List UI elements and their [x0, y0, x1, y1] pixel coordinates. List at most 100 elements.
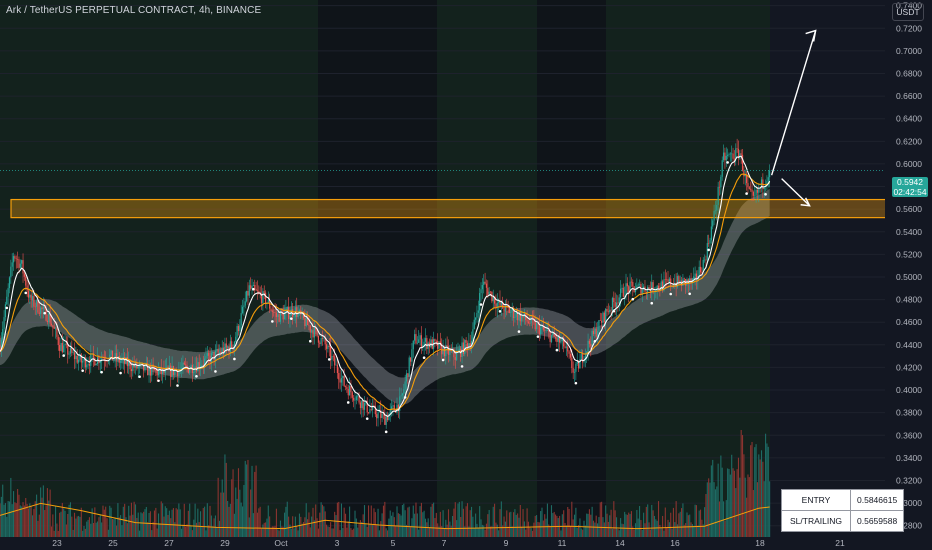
- volume-bar: [212, 526, 214, 537]
- volume-bar: [260, 528, 263, 537]
- candle-body: [251, 285, 253, 289]
- volume-bar: [393, 517, 395, 537]
- candle-body: [183, 362, 185, 365]
- candle-body: [434, 339, 436, 341]
- candle-body: [357, 395, 359, 397]
- time-tick-label: 29: [220, 538, 230, 548]
- candle-body: [564, 346, 566, 348]
- volume-bar: [53, 530, 55, 537]
- volume-bar: [560, 530, 562, 537]
- candle-body: [498, 300, 500, 303]
- candle-body: [758, 187, 760, 193]
- volume-moving-average: [0, 502, 770, 530]
- candle-body: [412, 340, 414, 350]
- candle-body: [755, 189, 757, 196]
- candle-body: [732, 153, 734, 159]
- candle-body: [390, 406, 393, 409]
- volume-bar: [125, 517, 127, 537]
- candle-body: [705, 259, 707, 261]
- volume-bar: [191, 530, 193, 537]
- volume-bar: [397, 513, 399, 537]
- signal-dot: [346, 401, 350, 404]
- volume-bar: [265, 522, 267, 537]
- candle-body: [465, 340, 467, 343]
- volume-bar: [198, 522, 200, 537]
- volume-bar: [575, 507, 577, 537]
- signal-dot: [745, 192, 748, 195]
- candle-body: [157, 370, 160, 376]
- volume-bar: [392, 512, 394, 537]
- volume-bar: [380, 521, 382, 537]
- candle-body: [48, 313, 50, 323]
- volume-bar: [580, 528, 582, 537]
- volume-bar: [552, 513, 554, 537]
- candle-body: [493, 296, 496, 304]
- candle-body: [420, 335, 423, 348]
- volume-bar: [2, 484, 4, 537]
- pullback-arrow-line: [781, 178, 811, 207]
- currency-unit-badge[interactable]: USDT: [892, 3, 924, 21]
- signal-dot: [536, 335, 540, 338]
- candle-body: [515, 312, 517, 317]
- volume-bar: [288, 516, 290, 537]
- volume-bar: [36, 494, 38, 537]
- candle-body: [572, 367, 574, 373]
- price-axis[interactable]: 0.2800 0.3000 0.3200 0.3400 0.3600 0.3800 0.40…: [885, 0, 932, 550]
- candle-body: [57, 336, 59, 346]
- candle-body: [246, 290, 248, 302]
- candle-body: [144, 364, 146, 371]
- volume-bar: [185, 526, 187, 537]
- candle-body: [670, 278, 672, 286]
- volume-bar: [320, 502, 322, 537]
- candle-body: [212, 351, 214, 353]
- volume-bar: [388, 518, 390, 537]
- volume-bar: [366, 526, 368, 537]
- volume-bar: [645, 506, 647, 537]
- candle-body: [399, 396, 401, 411]
- volume-bar: [121, 525, 123, 537]
- volume-bar: [293, 528, 295, 537]
- candle-body: [252, 284, 254, 286]
- candle-body: [695, 273, 698, 280]
- volume-bar: [289, 524, 291, 537]
- candle-body: [75, 355, 77, 360]
- volume-bar: [164, 506, 166, 537]
- candle-body: [714, 210, 717, 212]
- candle-body: [273, 311, 275, 313]
- candle-body: [584, 353, 586, 361]
- candle-body: [563, 337, 565, 347]
- volume-bar: [628, 512, 630, 537]
- volume-bar: [697, 525, 699, 537]
- volume-bar: [111, 518, 114, 537]
- candle-body: [166, 366, 168, 368]
- volume-bar: [57, 530, 59, 537]
- volume-bar: [201, 526, 203, 537]
- volume-bar: [346, 527, 348, 537]
- volume-bar: [500, 501, 502, 537]
- candle-body: [531, 316, 534, 320]
- candle-body: [381, 413, 383, 418]
- volume-bar: [687, 515, 689, 537]
- candle-body: [168, 365, 170, 369]
- candle-body: [445, 345, 447, 357]
- candle-body: [462, 342, 465, 354]
- volume-bar: [533, 522, 535, 537]
- candle-body: [63, 345, 65, 353]
- volume-bar: [705, 494, 707, 537]
- volume-bar: [147, 522, 149, 537]
- volume-bar: [419, 506, 421, 537]
- candle-body: [679, 280, 681, 283]
- time-axis[interactable]: 23 25 27 29 Oct 3 5 7 9 11 14 16 18 21: [0, 537, 932, 550]
- time-tick-label: 16: [670, 538, 680, 548]
- candle-body: [485, 283, 488, 288]
- candle-body: [82, 361, 84, 363]
- volume-bar: [8, 501, 11, 537]
- volume-bar: [237, 468, 240, 537]
- candle-body: [638, 283, 641, 285]
- volume-bar: [44, 510, 46, 537]
- candle-body: [121, 359, 123, 362]
- volume-bar: [18, 494, 20, 537]
- candle-body: [724, 152, 726, 161]
- volume-bar: [610, 509, 612, 537]
